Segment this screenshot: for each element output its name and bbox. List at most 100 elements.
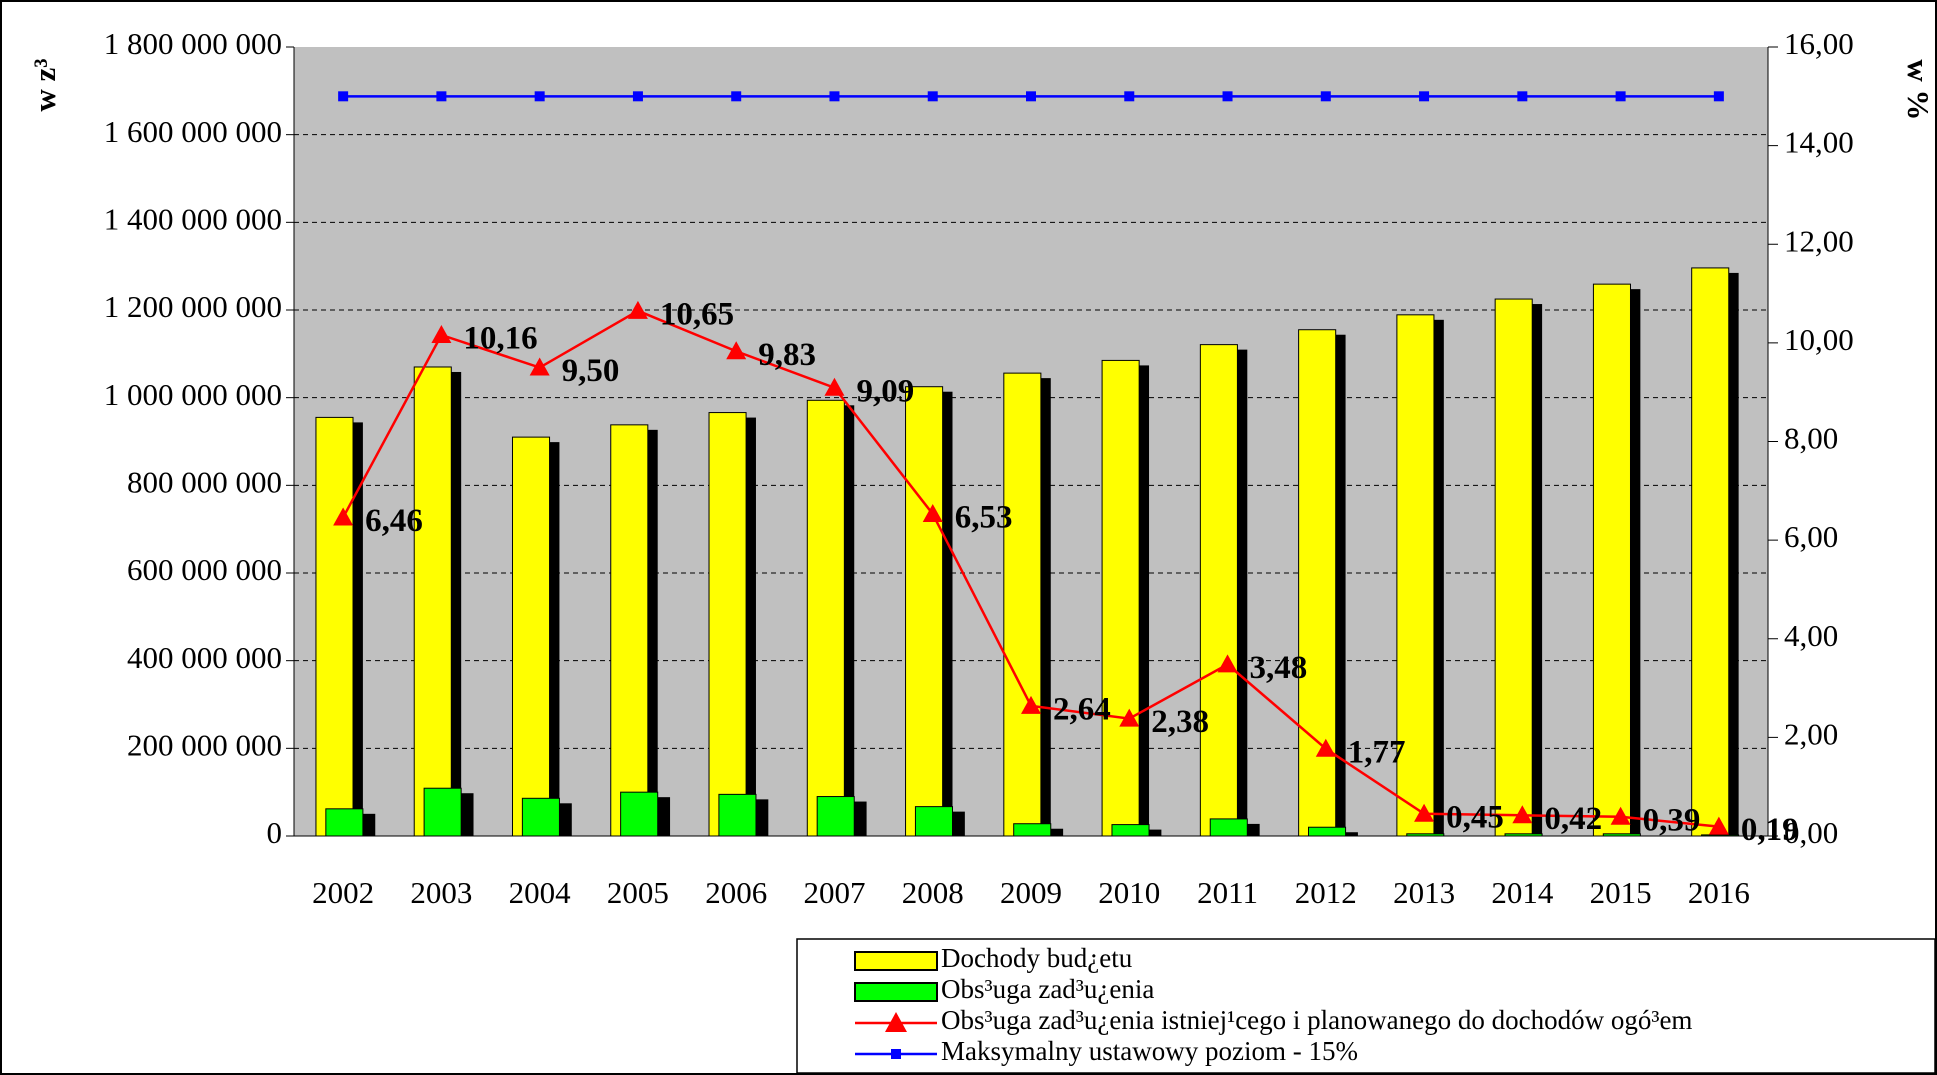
x-tick-label: 2008	[902, 875, 964, 910]
x-tick-label: 2006	[705, 875, 767, 910]
bar	[1298, 329, 1337, 837]
marker	[1119, 708, 1140, 727]
marker	[726, 341, 747, 360]
bar-shadow	[1149, 829, 1162, 836]
marker	[1021, 695, 1041, 714]
marker	[632, 91, 643, 102]
bar-shadow	[1630, 289, 1641, 837]
marker	[534, 91, 545, 102]
bar-shadow	[461, 793, 474, 836]
marker	[1419, 91, 1430, 102]
y2-tick-label: 16,00	[1784, 26, 1854, 61]
bar	[511, 436, 551, 837]
bar	[521, 797, 560, 837]
x-tick-label: 2003	[410, 875, 472, 910]
data-label: 3,48	[1250, 650, 1308, 686]
marker	[927, 91, 938, 102]
bar	[1406, 833, 1445, 837]
x-tick-label: 2014	[1491, 875, 1554, 910]
y-tick-label: 1 200 000 000	[104, 289, 282, 324]
legend-label: Dochody bud¿etu	[941, 943, 1133, 973]
y2-tick-label: 14,00	[1784, 125, 1854, 160]
marker	[922, 503, 943, 522]
bar-shadow	[1247, 823, 1260, 836]
bar	[1592, 283, 1631, 837]
marker	[1610, 806, 1631, 825]
marker	[824, 377, 845, 396]
bar	[413, 366, 452, 837]
bar-shadow	[657, 797, 671, 836]
legend-marker	[891, 1049, 901, 1059]
data-label: 0,42	[1544, 801, 1602, 837]
marker	[1414, 803, 1435, 822]
y2-tick-label: 10,00	[1784, 322, 1854, 357]
bar-shadow	[952, 811, 965, 836]
marker	[436, 91, 447, 102]
bar-shadow	[1728, 272, 1739, 836]
y2-tick-label: 8,00	[1784, 421, 1838, 456]
legend-label: Obs³uga zad³u¿enia istniej¹cego i planow…	[941, 1005, 1692, 1035]
marker	[1512, 805, 1533, 824]
data-label: 2,64	[1053, 691, 1111, 727]
y-tick-label: 0	[267, 815, 283, 850]
legend-swatch	[854, 982, 938, 1002]
data-label: 6,46	[365, 503, 423, 539]
bar	[905, 386, 944, 837]
data-label: 9,50	[562, 353, 620, 389]
bar	[1209, 818, 1248, 837]
bar	[806, 399, 845, 837]
bar	[1494, 298, 1533, 837]
x-tick-label: 2013	[1393, 875, 1455, 910]
data-label: 10,16	[463, 321, 537, 357]
bar-shadow	[854, 801, 867, 836]
data-label: 6,53	[955, 500, 1013, 536]
marker	[627, 300, 648, 319]
legend-box	[796, 938, 1936, 1074]
data-label: 1,77	[1348, 734, 1406, 770]
bar-shadow	[1040, 378, 1051, 836]
y-axis-label: w z³	[27, 58, 62, 111]
bar	[423, 787, 462, 837]
bar-shadow	[1050, 828, 1064, 836]
bar-shadow	[1433, 319, 1444, 836]
y-tick-label: 400 000 000	[127, 640, 282, 675]
bar	[1003, 372, 1042, 837]
marker	[529, 357, 550, 376]
x-tick-label: 2012	[1295, 875, 1357, 910]
bar	[718, 793, 757, 837]
y-tick-label: 600 000 000	[127, 552, 282, 587]
marker	[338, 91, 349, 102]
bar	[620, 791, 659, 837]
y2-tick-label: 6,00	[1784, 519, 1838, 554]
legend-marker	[885, 1012, 907, 1032]
bar-shadow	[559, 803, 572, 836]
x-tick-label: 2015	[1590, 875, 1652, 910]
bar	[1013, 823, 1052, 837]
y-tick-label: 200 000 000	[127, 727, 282, 762]
x-tick-label: 2010	[1098, 875, 1160, 910]
x-tick-label: 2002	[312, 875, 374, 910]
bar-shadow	[1237, 349, 1248, 836]
marker	[1124, 91, 1135, 102]
y-tick-label: 1 800 000 000	[104, 26, 282, 61]
legend-label: Maksymalny ustawowy poziom - 15%	[941, 1036, 1358, 1066]
y-tick-label: 1 400 000 000	[104, 201, 282, 236]
marker	[1320, 91, 1331, 102]
x-tick-label: 2005	[607, 875, 669, 910]
y-tick-label: 1 600 000 000	[104, 114, 282, 149]
bar-shadow	[549, 442, 560, 836]
data-label: 10,65	[660, 296, 734, 332]
data-label: 9,83	[758, 337, 816, 373]
bar-shadow	[647, 429, 658, 836]
marker	[1713, 91, 1724, 102]
x-tick-label: 2009	[1000, 875, 1062, 910]
x-tick-label: 2016	[1688, 875, 1750, 910]
bar	[1308, 826, 1347, 837]
bar-shadow	[942, 391, 953, 836]
marker	[1517, 91, 1528, 102]
bar	[325, 808, 364, 837]
data-label: 0,19	[1741, 812, 1799, 848]
marker	[1615, 91, 1626, 102]
marker	[829, 91, 840, 102]
